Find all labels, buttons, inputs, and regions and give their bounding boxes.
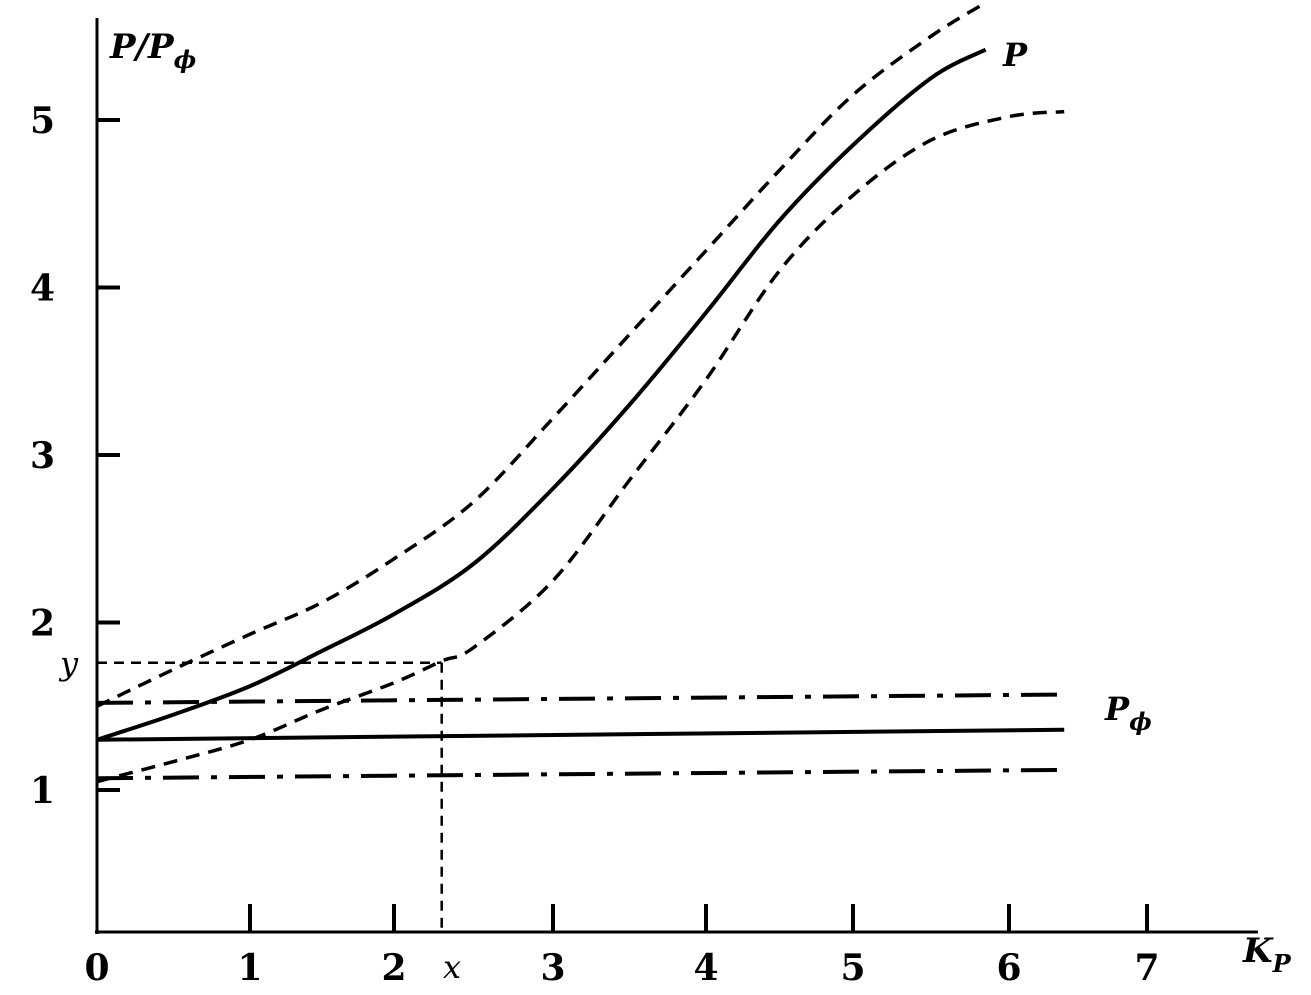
y-tick-label-2: 2 [30, 603, 55, 645]
x-tick-label-6: 6 [996, 947, 1021, 989]
series-line-p-lower [96, 109, 1065, 784]
series-label-p-phi-sub: ϕ [1129, 707, 1152, 736]
x-tick-label-1: 1 [237, 947, 262, 989]
series-label-p-phi-main: P [1104, 690, 1130, 728]
tick-marks [97, 118, 1149, 932]
x-tick-label-5: 5 [840, 947, 865, 989]
x-tick-label-2: 2 [381, 947, 406, 989]
x-tick-label-4: 4 [693, 947, 718, 989]
y-tick-label-1: 1 [30, 770, 55, 812]
x-mark-label: x [443, 948, 461, 986]
x-tick-label-3: 3 [540, 947, 565, 989]
x-axis-label: KP [1242, 931, 1292, 978]
series-line-p-phi [96, 727, 1065, 742]
series-line-p-phi-upper [96, 692, 1065, 705]
series-label-p: P [1002, 36, 1028, 74]
series-lines [96, 1, 1065, 784]
x-tick-label-7: 7 [1134, 947, 1159, 989]
series-line-p [96, 47, 987, 742]
series-line-p-upper [96, 1, 987, 708]
series-line-p-phi-lower [96, 767, 1065, 781]
y-mark-label: y [58, 645, 79, 683]
y-tick-label-5: 5 [30, 100, 55, 142]
guide-lines [97, 661, 443, 932]
tick-labels: 0 1 2 3 4 5 6 7 1 2 3 4 5 [30, 100, 1160, 989]
x-axis-label-main: K [1242, 931, 1274, 971]
y-tick-label-3: 3 [30, 435, 55, 477]
x-axis-label-sub: P [1272, 949, 1292, 978]
series-label-p-text: P [1002, 36, 1028, 74]
chart-axes [95, 18, 1258, 934]
series-label-p-phi: Pϕ [1104, 690, 1152, 736]
y-tick-label-4: 4 [30, 268, 55, 310]
y-axis-label: P/Pϕ [109, 27, 197, 74]
y-axis-label-sub: ϕ [174, 45, 197, 74]
x-tick-label-0: 0 [84, 947, 109, 989]
y-axis-label-main: P/P [109, 27, 175, 67]
